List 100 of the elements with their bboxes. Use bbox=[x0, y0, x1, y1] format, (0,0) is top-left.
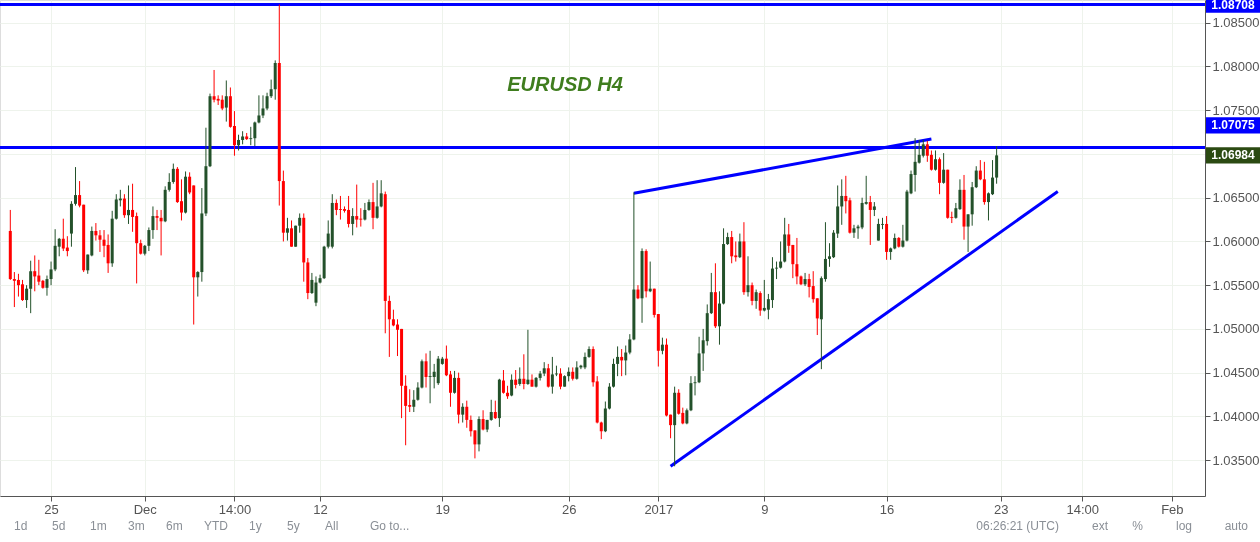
candlestick bbox=[546, 363, 550, 389]
candlestick bbox=[453, 370, 457, 395]
candlestick bbox=[750, 282, 754, 306]
candlestick bbox=[224, 79, 228, 123]
candlestick bbox=[424, 352, 428, 389]
candlestick bbox=[575, 360, 579, 381]
candlestick bbox=[995, 145, 999, 185]
y-tick-label: 1.06000 bbox=[1212, 233, 1260, 249]
text: Go to... bbox=[370, 519, 410, 533]
candlestick bbox=[628, 333, 632, 355]
candlestick bbox=[408, 388, 412, 413]
x-tick-label: 25 bbox=[44, 501, 59, 517]
candlestick bbox=[730, 230, 734, 264]
candlestick bbox=[852, 224, 856, 239]
candlestick bbox=[37, 259, 41, 286]
x-tick-label: 23 bbox=[993, 501, 1009, 517]
candlestick bbox=[489, 399, 493, 422]
candlestick bbox=[510, 373, 514, 397]
candlestick bbox=[709, 272, 713, 315]
candlestick bbox=[432, 363, 436, 389]
candlestick bbox=[738, 233, 742, 259]
candlestick bbox=[74, 166, 78, 207]
candlestick bbox=[29, 260, 33, 314]
candlestick bbox=[159, 209, 163, 256]
text: 5d bbox=[52, 519, 66, 533]
ref-line-label: 1.08708 bbox=[1211, 0, 1256, 12]
x-tick-label: 16 bbox=[879, 501, 895, 517]
candlestick bbox=[347, 195, 351, 228]
candlestick bbox=[550, 356, 554, 395]
y-tick-label: 1.03500 bbox=[1212, 452, 1260, 468]
candlestick bbox=[338, 195, 342, 221]
candlestick bbox=[428, 350, 432, 404]
candlestick bbox=[253, 121, 257, 147]
x-tick-label: 12 bbox=[313, 501, 328, 517]
text: All bbox=[325, 519, 339, 533]
candlestick bbox=[167, 172, 171, 193]
candlestick bbox=[404, 374, 408, 446]
candlestick bbox=[257, 94, 261, 124]
text: 6m bbox=[166, 519, 183, 533]
candlestick bbox=[779, 240, 783, 270]
text: 3m bbox=[128, 519, 145, 533]
candlestick bbox=[795, 237, 799, 285]
candlestick bbox=[754, 289, 758, 310]
candlestick bbox=[620, 348, 624, 377]
candlestick bbox=[196, 270, 200, 298]
candlestick bbox=[33, 254, 37, 292]
candlestick bbox=[387, 295, 391, 358]
text: 1d bbox=[14, 519, 28, 533]
candlestick bbox=[514, 369, 518, 389]
candlestick bbox=[522, 353, 526, 390]
candlestick bbox=[876, 218, 880, 242]
x-tick-label: 2017 bbox=[644, 501, 674, 517]
candlestick bbox=[616, 345, 620, 377]
candlestick bbox=[12, 271, 16, 308]
candlestick bbox=[126, 184, 130, 225]
y-tick-label: 1.08000 bbox=[1212, 58, 1260, 74]
text: 1y bbox=[249, 519, 262, 533]
candlestick bbox=[974, 165, 978, 189]
candlestick bbox=[379, 179, 383, 208]
text: ext bbox=[1091, 519, 1109, 533]
text: auto bbox=[1224, 519, 1249, 533]
text: % bbox=[1132, 519, 1144, 533]
candlestick bbox=[285, 217, 289, 242]
candlestick bbox=[530, 373, 534, 388]
candlestick bbox=[94, 222, 98, 242]
y-tick-label: 1.07500 bbox=[1212, 102, 1260, 118]
candlestick bbox=[762, 279, 766, 312]
candlestick bbox=[21, 279, 25, 302]
candlestick bbox=[461, 402, 465, 424]
text: YTD bbox=[204, 519, 229, 533]
candlestick bbox=[290, 219, 294, 248]
candlestick bbox=[913, 137, 917, 193]
candlestick bbox=[938, 156, 942, 195]
candlestick bbox=[933, 149, 937, 172]
candlestick bbox=[412, 389, 416, 413]
x-tick-label: Feb bbox=[1161, 501, 1184, 517]
candlestick bbox=[171, 163, 175, 185]
candlestick bbox=[355, 184, 359, 228]
candlestick bbox=[298, 212, 302, 234]
candlestick bbox=[603, 401, 607, 433]
y-tick-label: 1.05000 bbox=[1212, 321, 1260, 337]
candlestick bbox=[493, 400, 497, 420]
candlestick bbox=[106, 233, 110, 274]
y-tick-label: 1.06500 bbox=[1212, 190, 1260, 206]
candlestick bbox=[612, 358, 615, 389]
x-tick-label: 19 bbox=[435, 501, 451, 517]
candlestick bbox=[717, 290, 721, 346]
x-tick-label: Dec bbox=[133, 501, 158, 517]
candlestick bbox=[807, 273, 811, 298]
candlestick bbox=[978, 159, 982, 181]
y-tick-label: 1.04000 bbox=[1212, 408, 1260, 424]
candlestick bbox=[982, 161, 986, 206]
ref-line-label: 1.07075 bbox=[1211, 118, 1256, 133]
candlestick bbox=[351, 207, 355, 236]
candlestick bbox=[114, 193, 118, 221]
text: 1m bbox=[90, 519, 107, 533]
candlestick bbox=[25, 284, 29, 309]
candlestick bbox=[775, 261, 779, 280]
candlestick bbox=[607, 382, 611, 410]
text: 06:26:21 (UTC) bbox=[976, 519, 1059, 533]
